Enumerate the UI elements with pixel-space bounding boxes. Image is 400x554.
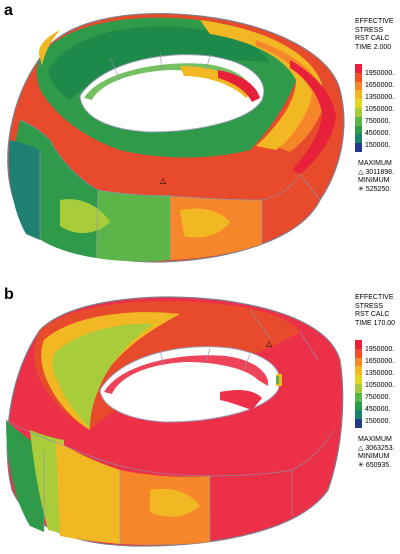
minimum-value: 650935. <box>365 461 392 469</box>
tick-label: 1350000. <box>365 94 395 101</box>
legend-title-3: RST CALC <box>355 311 390 318</box>
colorbar-swatch <box>355 401 362 411</box>
tick-label: 1050000. <box>365 106 395 113</box>
minimum-label: MINIMUM <box>358 177 390 184</box>
colorbar-swatch <box>355 410 362 420</box>
legend-title-2: STRESS <box>355 26 384 34</box>
legend-title-1: EFFECTIVE <box>355 294 394 301</box>
tick-label: 1050000. <box>365 382 395 389</box>
legend-title-4: TIME 170.00 <box>355 319 396 327</box>
colorbar-swatch <box>355 72 362 82</box>
stress-contour-model: △ <box>7 13 345 263</box>
tick-label: 1350000. <box>365 370 395 377</box>
colorbar-swatch <box>355 375 362 384</box>
maximum-row: △ 3063253. <box>358 445 395 454</box>
tick-label: 450000. <box>365 130 391 137</box>
tick-label: 1650000. <box>365 358 395 365</box>
maximum-label: MAXIMUM <box>358 436 392 443</box>
maximum-row: △ 3011898. <box>358 169 394 178</box>
maximum-label: MAXIMUM <box>358 160 392 167</box>
colorbar-swatch <box>355 348 362 358</box>
minimum-value: 525250. <box>365 185 392 193</box>
colorbar-swatch <box>355 383 362 393</box>
tick-label: 1950000. <box>365 70 395 77</box>
colorbar-swatch <box>355 340 362 349</box>
asterisk-icon: ✳ <box>358 185 364 193</box>
colorbar-swatch <box>355 81 362 91</box>
tick-label: 750000. <box>365 394 391 401</box>
panel-b: b △ EFFECTIVE STRESS RST CALC T <box>0 280 400 554</box>
colorbar-swatch <box>355 64 362 73</box>
legend: EFFECTIVE STRESS RST CALC TIME 2.000 <box>355 18 394 52</box>
tick-label: 150000. <box>365 418 391 425</box>
svg-text:△: △ <box>160 176 167 185</box>
tick-label: 450000. <box>365 406 391 413</box>
colorbar-swatch <box>355 116 362 126</box>
stress-contour-model: △ <box>5 296 344 547</box>
colorbar-swatch <box>355 90 362 100</box>
panel-letter: b <box>4 286 14 303</box>
legend-title-1: EFFECTIVE <box>355 18 394 25</box>
colorbar-swatch <box>355 357 362 367</box>
legend: EFFECTIVE STRESS RST CALC TIME 170.00 <box>355 294 395 328</box>
colorbar-swatch <box>355 392 362 402</box>
legend-title-4: TIME 2.000 <box>355 43 392 51</box>
tick-label: 1950000. <box>365 346 395 353</box>
tick-label: 150000. <box>365 142 391 149</box>
colorbar <box>355 340 362 428</box>
colorbar-swatch <box>355 125 362 135</box>
minimum-row: ✳ 650935. <box>358 462 395 471</box>
max-min-block: MAXIMUM △ 3063253. MINIMUM ✳ 650935. <box>358 436 395 470</box>
panel-a: a △ EFFECTIVE STRESS R <box>0 0 400 270</box>
colorbar-swatch <box>355 419 362 428</box>
asterisk-icon: ✳ <box>358 461 364 469</box>
minimum-label: MINIMUM <box>358 453 390 460</box>
legend-title-2: STRESS <box>355 302 384 310</box>
max-min-block: MAXIMUM △ 3011898. MINIMUM ✳ 525250. <box>358 160 394 194</box>
legend-title-3: RST CALC <box>355 35 390 42</box>
triangle-icon: △ <box>358 444 364 452</box>
colorbar-swatch <box>355 99 362 108</box>
maximum-value: 3063253. <box>365 444 395 452</box>
colorbar <box>355 64 362 152</box>
colorbar-swatch <box>355 143 362 152</box>
colorbar-swatch <box>355 134 362 144</box>
tick-label: 750000. <box>365 118 391 125</box>
colorbar-swatch <box>355 366 362 376</box>
panel-letter: a <box>4 2 13 19</box>
triangle-icon: △ <box>358 168 364 176</box>
tick-label: 1650000. <box>365 82 395 89</box>
maximum-value: 3011898. <box>365 168 395 176</box>
svg-text:△: △ <box>266 339 273 348</box>
colorbar-swatch <box>355 107 362 117</box>
minimum-row: ✳ 525250. <box>358 186 394 195</box>
